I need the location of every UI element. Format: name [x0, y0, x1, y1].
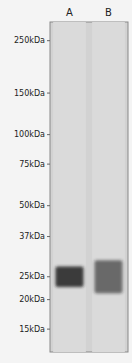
- tick-label: 250kDa: [14, 36, 45, 45]
- tick-label: 25kDa: [19, 272, 45, 281]
- tick: [47, 236, 50, 237]
- band: [94, 260, 122, 293]
- tick-label: 37kDa: [19, 232, 45, 241]
- tick: [47, 299, 50, 300]
- tick-label: 100kDa: [14, 130, 45, 139]
- tick-label: 15kDa: [19, 325, 45, 334]
- chart: A B 250kDa 150kDa 100kDa 75kDa 50kDa 37kDa 25kDa…: [0, 0, 132, 363]
- gel-frame: [50, 22, 128, 352]
- tick: [47, 329, 50, 330]
- lane-label: A: [66, 7, 73, 18]
- lane-label: B: [105, 7, 112, 18]
- tick-label: 75kDa: [19, 160, 45, 169]
- tick-label: 50kDa: [19, 201, 45, 210]
- chart-root: A B 250kDa 150kDa 100kDa 75kDa 50kDa 37kDa 25kDa…: [0, 0, 132, 363]
- tick: [47, 40, 50, 41]
- band: [55, 266, 83, 287]
- tick-label: 150kDa: [14, 89, 45, 98]
- tick: [47, 93, 50, 94]
- tick: [47, 276, 50, 277]
- tick: [47, 205, 50, 206]
- tick: [47, 164, 50, 165]
- tick-label: 20kDa: [19, 295, 45, 304]
- plot-area: [53, 22, 125, 352]
- tick: [47, 134, 50, 135]
- lane: [92, 22, 125, 352]
- lane: [53, 22, 86, 352]
